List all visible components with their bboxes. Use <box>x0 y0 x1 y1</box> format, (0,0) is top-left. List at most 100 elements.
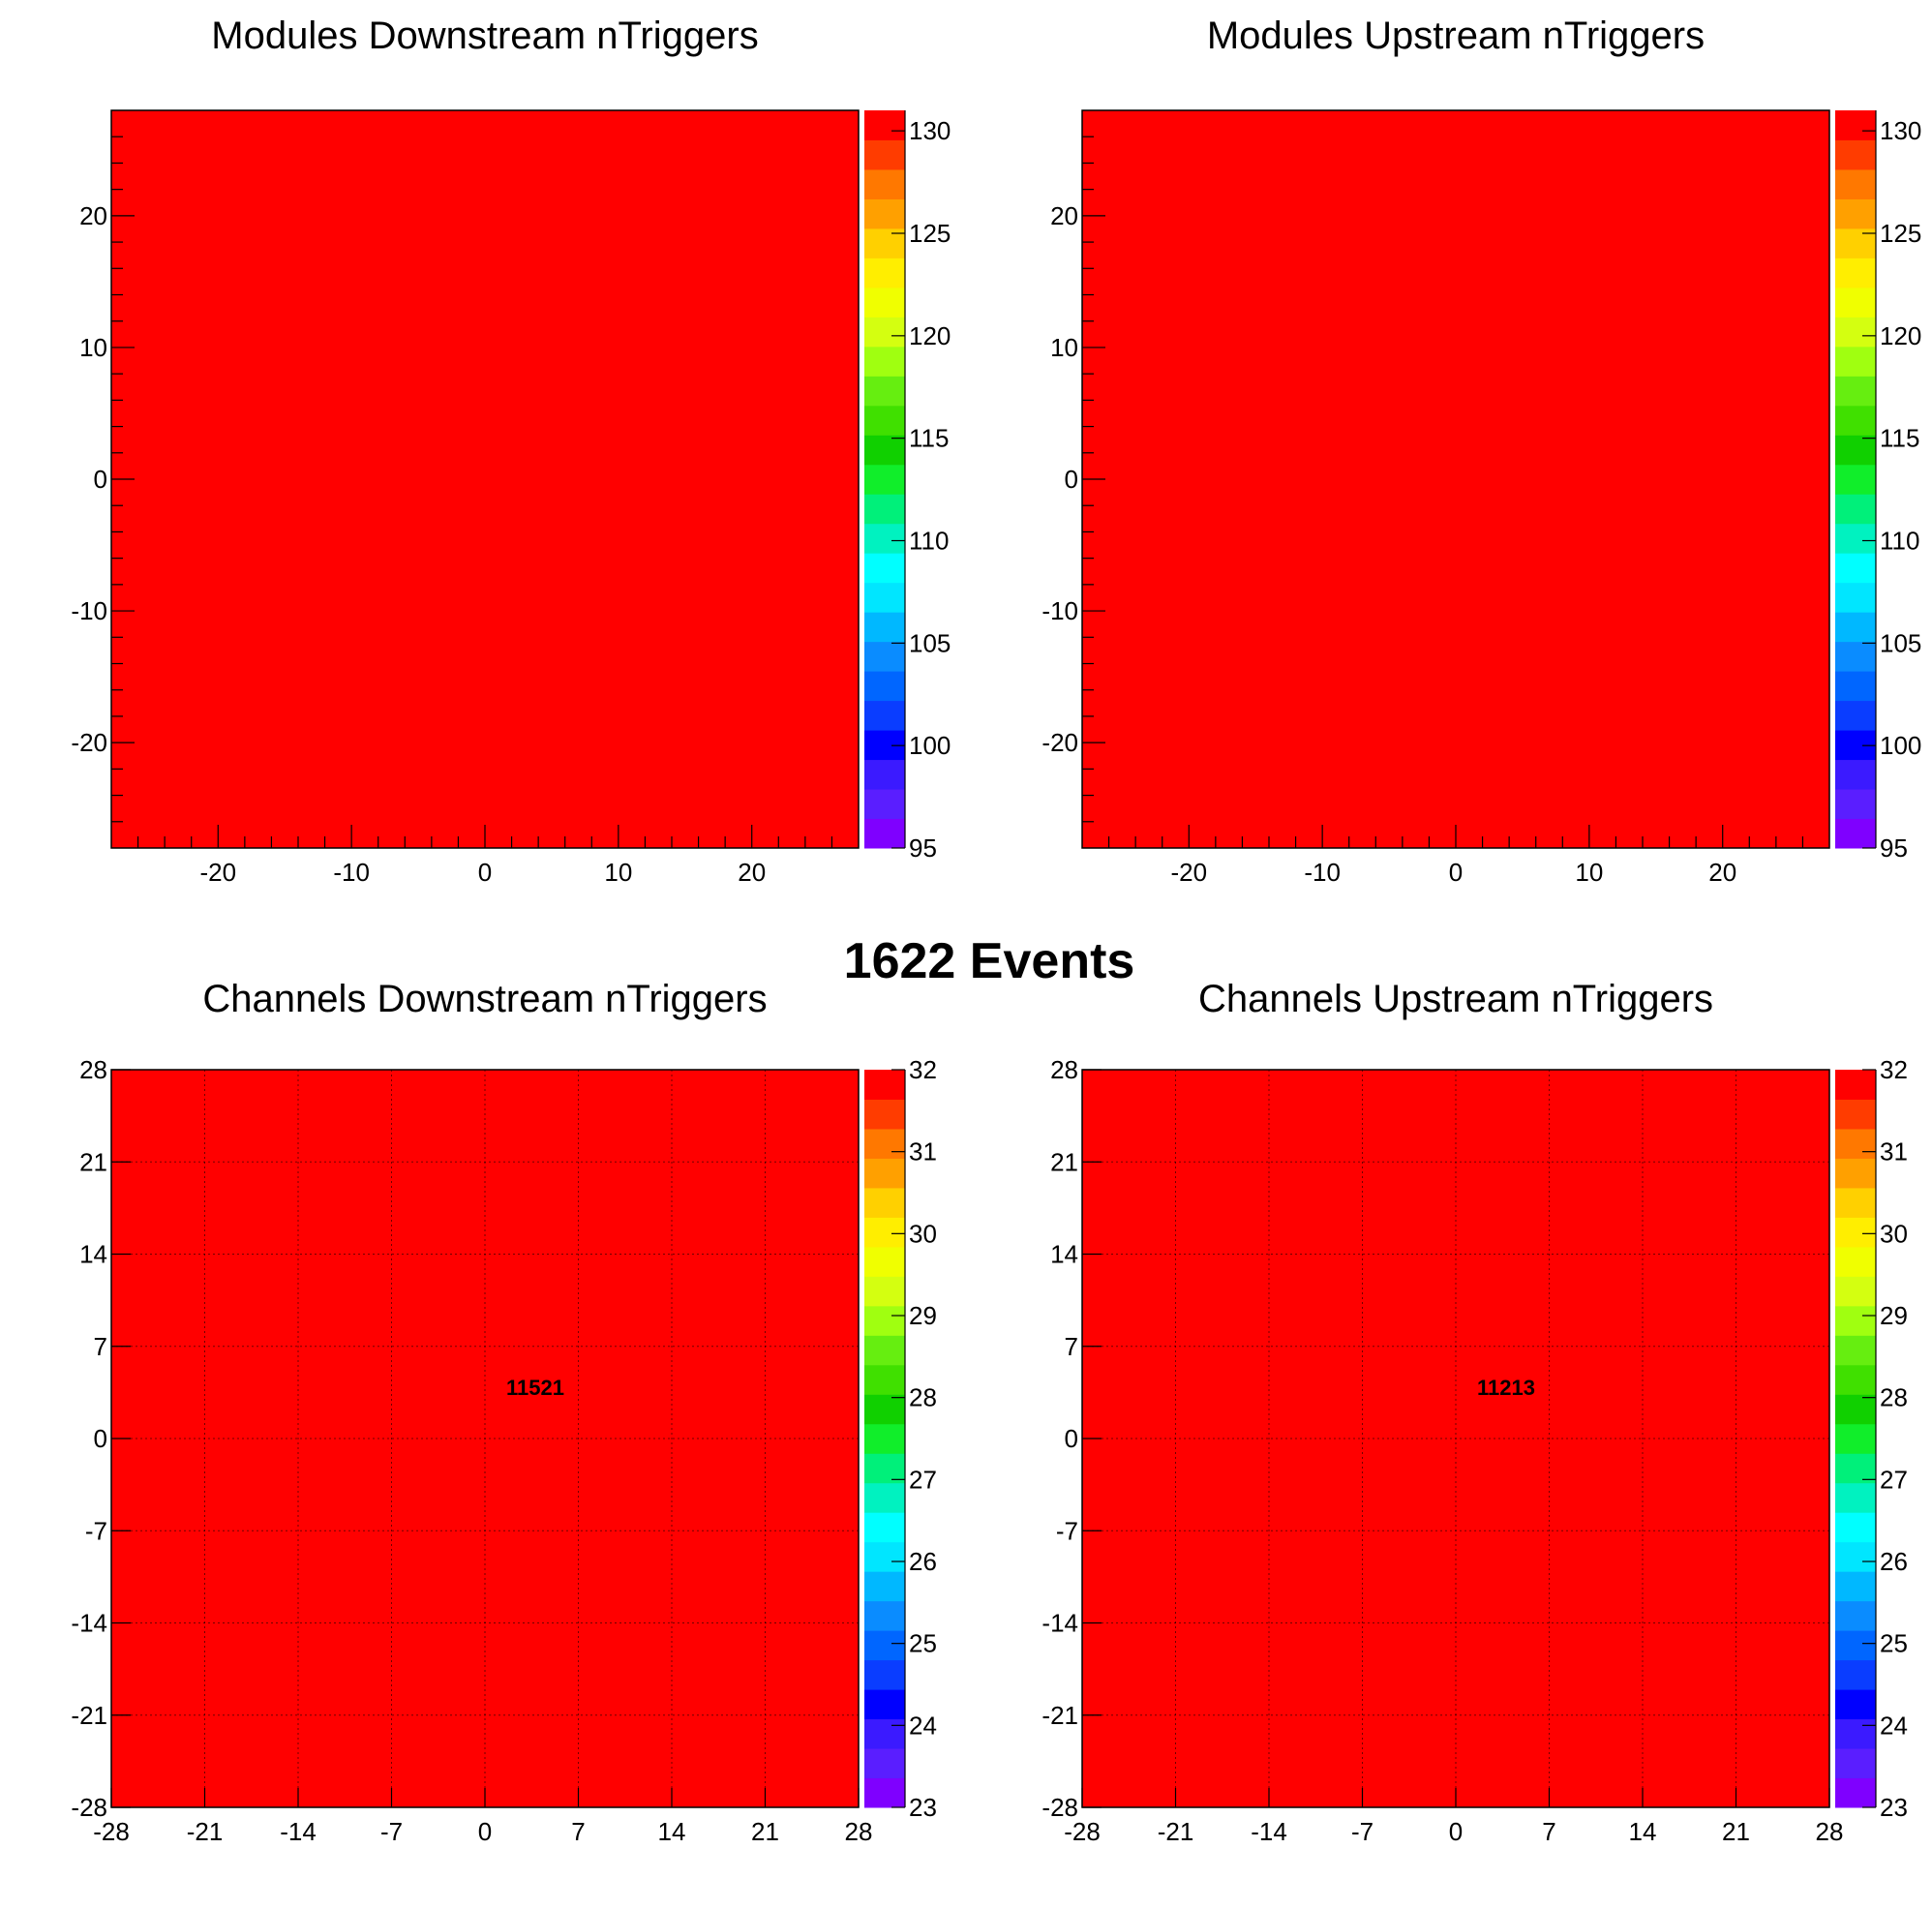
colorbar-segment <box>1835 1099 1876 1130</box>
y-tick-label: -7 <box>1056 1516 1078 1545</box>
y-tick-label: -10 <box>1041 596 1078 625</box>
colorbar-segment <box>1835 1423 1876 1454</box>
colorbar-segment <box>864 346 905 377</box>
colorbar-tick-label: 95 <box>1880 833 1908 863</box>
colorbar-segment <box>864 168 905 199</box>
colorbar-segment <box>864 1541 905 1572</box>
colorbar-tick-label: 105 <box>909 628 951 657</box>
colorbar-segment <box>864 1630 905 1661</box>
colorbar-segment <box>1835 376 1876 407</box>
colorbar-segment <box>1835 405 1876 436</box>
colorbar-segment <box>1835 1394 1876 1425</box>
x-tick-label: 10 <box>1575 858 1603 887</box>
x-tick-label: 0 <box>478 858 492 887</box>
colorbar-segment <box>864 582 905 613</box>
colorbar-tick-label: 27 <box>909 1465 937 1494</box>
colorbar-segment <box>1835 1128 1876 1159</box>
colorbar-segment <box>1835 317 1876 348</box>
colorbar-tick-label: 26 <box>909 1547 937 1576</box>
colorbar-segment <box>1835 346 1876 377</box>
events-title-text: 1622 Events <box>844 933 1135 989</box>
colorbar-tick-label: 115 <box>909 424 949 453</box>
colorbar-segment <box>1835 110 1876 140</box>
colorbar-tick-label: 125 <box>909 219 951 248</box>
x-tick-label: 28 <box>1816 1817 1844 1846</box>
colorbar-tick-label: 100 <box>909 731 951 760</box>
colorbar-tick-label: 25 <box>909 1629 937 1658</box>
y-tick-label: 0 <box>94 1424 107 1453</box>
colorbar-tick-label: 31 <box>909 1137 937 1167</box>
colorbar-tick-label: 130 <box>909 116 951 145</box>
colorbar-tick-label: 29 <box>1880 1301 1908 1330</box>
colorbar-segment <box>1835 1600 1876 1631</box>
colorbar-segment <box>864 1187 905 1218</box>
colorbar-segment <box>864 198 905 229</box>
y-tick-label: 0 <box>1065 1424 1078 1453</box>
colorbar-segment <box>1835 1659 1876 1690</box>
colorbar-segment <box>864 1512 905 1543</box>
colorbar-tick-label: 30 <box>1880 1219 1908 1248</box>
colorbar-segment <box>1835 1364 1876 1395</box>
x-tick-label: -28 <box>1064 1817 1101 1846</box>
heatmap-panel-2: Modules Upstream nTriggers -20 -10 0 10 20 -20… <box>1041 15 1921 887</box>
colorbar-segment <box>864 1246 905 1277</box>
y-tick-label: -10 <box>71 596 107 625</box>
colorbar-segment <box>1835 553 1876 584</box>
colorbar-tick-label: 26 <box>1880 1547 1908 1576</box>
y-tick-label: 28 <box>79 1055 107 1084</box>
colorbar-tick-label: 28 <box>909 1383 937 1412</box>
colorbar-segment <box>864 1099 905 1130</box>
panel-title: Modules Downstream nTriggers <box>211 15 758 57</box>
x-tick-label: 14 <box>658 1817 686 1846</box>
colorbar-segment <box>864 1305 905 1336</box>
colorbar-segment <box>1835 1335 1876 1366</box>
y-tick-label: -20 <box>1041 728 1078 757</box>
y-tick-label: -7 <box>85 1516 107 1545</box>
panel-title: Channels Upstream nTriggers <box>1198 978 1713 1020</box>
x-tick-label: 0 <box>1449 858 1463 887</box>
y-tick-label: 14 <box>1050 1240 1078 1269</box>
colorbar-segment <box>864 789 905 820</box>
colorbar-tick-label: 115 <box>1880 424 1919 453</box>
colorbar-segment <box>864 553 905 584</box>
colorbar-tick-label: 120 <box>909 321 951 350</box>
colorbar-segment <box>1835 1246 1876 1277</box>
x-tick-label: -10 <box>1304 858 1341 887</box>
x-tick-label: 0 <box>1449 1817 1463 1846</box>
colorbar-segment <box>864 464 905 495</box>
colorbar-segment <box>864 1364 905 1395</box>
colorbar-segment <box>1835 1571 1876 1602</box>
colorbar-segment <box>864 1718 905 1749</box>
x-tick-label: 0 <box>478 1817 492 1846</box>
colorbar-segment <box>864 612 905 643</box>
y-tick-label: -14 <box>71 1609 107 1638</box>
colorbar-segment <box>864 494 905 525</box>
colorbar-segment <box>1835 258 1876 288</box>
colorbar-tick-label: 120 <box>1880 321 1921 350</box>
colorbar-tick-label: 105 <box>1880 628 1921 657</box>
colorbar-segment <box>864 1659 905 1690</box>
colorbar-tick-label: 100 <box>1880 731 1921 760</box>
colorbar-segment <box>864 1335 905 1366</box>
heatmap-panel-3: Channels Downstream nTriggers 11521 -28 -21… <box>71 978 937 1846</box>
colorbar-segment <box>864 1276 905 1307</box>
colorbar-tick-label: 32 <box>909 1055 937 1084</box>
colorbar-segment <box>1835 1070 1876 1100</box>
colorbar-segment <box>1835 1718 1876 1749</box>
x-tick-label: -20 <box>199 858 236 887</box>
colorbar-tick-label: 25 <box>1880 1629 1908 1658</box>
colorbar-segment <box>1835 582 1876 613</box>
colorbar-segment <box>1835 1276 1876 1307</box>
x-tick-label: 20 <box>738 858 766 887</box>
colorbar-segment <box>864 1394 905 1425</box>
colorbar-segment <box>864 671 905 702</box>
x-tick-label: -14 <box>280 1817 317 1846</box>
colorbar-segment <box>1835 641 1876 672</box>
colorbar-segment <box>864 523 905 554</box>
y-tick-label: 7 <box>1065 1332 1078 1361</box>
x-tick-label: -21 <box>1158 1817 1194 1846</box>
colorbar-segment <box>864 317 905 348</box>
colorbar-segment <box>1835 1630 1876 1661</box>
x-tick-label: 21 <box>751 1817 779 1846</box>
